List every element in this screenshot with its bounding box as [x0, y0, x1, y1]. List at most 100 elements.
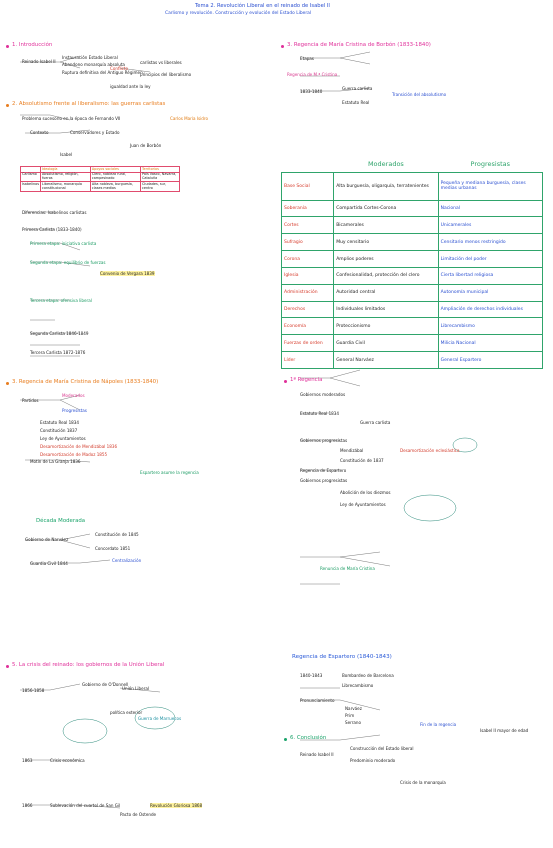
table-cell: Proteccionismo	[333, 317, 439, 336]
table-cell: Clero, nobleza rural, campesinado	[89, 171, 142, 183]
table-cell: País Vasco, Navarra, Cataluña	[140, 171, 180, 183]
table-cell: Fuerzas de orden	[280, 334, 335, 353]
table-cell: Isabelinos	[20, 181, 41, 192]
table-cell: Censitario menos restringido	[437, 233, 544, 252]
table-cell: Autoridad central	[333, 283, 439, 302]
table-cell: Pequeña y mediana burguesía, clases medi…	[437, 172, 544, 201]
table-cell: Bicamerales	[333, 216, 439, 235]
table-cell: Guardia Civil	[333, 334, 439, 353]
note-line: Guerra carlista	[342, 86, 373, 91]
note-line: Partidos	[22, 398, 39, 403]
section-title-moderate-decade: Década Moderada	[36, 518, 86, 524]
table-cell: Alta burguesía, oligarquía, terratenient…	[333, 172, 439, 201]
table-cell: Apoyos sociales	[89, 166, 142, 173]
note-line: Guerra de Marruecos	[138, 716, 182, 721]
table-header-cell: Moderados	[367, 160, 404, 169]
bullet-icon	[284, 738, 287, 741]
bullet-icon	[281, 45, 284, 48]
section-title-regency: 3. Regencia de María Cristina de Nápoles…	[12, 379, 159, 385]
section-title-espartero: Regencia de Espartero (1840-1843)	[292, 654, 392, 660]
note-line: Transición del absolutismo	[392, 92, 447, 97]
note-line: Carlos María Isidro	[170, 116, 208, 121]
note-line: Segunda etapa: equilibrio de fuerzas	[30, 260, 106, 265]
table-cell	[20, 166, 41, 173]
table-cell: Individuales limitados	[333, 300, 439, 319]
note-line: Fin de la regencia	[420, 722, 457, 727]
table-cell: Soberanía	[280, 199, 335, 218]
table-cell: Liberalismo, monarquía constitucional	[39, 181, 91, 192]
note-line: Abolición de los diezmos	[340, 490, 391, 495]
table-header-cell: Progresistas	[470, 160, 511, 169]
note-line: Constitución de 1837	[340, 458, 384, 463]
note-line: Contexto	[30, 130, 49, 135]
table-cell: Administración	[280, 283, 335, 302]
note-line: Constitución de 1845	[95, 532, 139, 537]
note-line: Etapas	[300, 56, 314, 61]
note-line: Gobiernos progresistas	[300, 478, 348, 483]
note-line: Conservadores y Estado	[70, 130, 120, 135]
note-line: Estatuto Real 1834	[40, 420, 79, 425]
table-cell: Iglesia	[280, 266, 335, 285]
note-line: 1856-1858	[22, 688, 45, 693]
note-line: Primera Carlista (1833-1840)	[22, 227, 82, 232]
table-cell: Compartida Cortes-Corona	[333, 199, 439, 218]
page-subtitle: Carlismo y revolución. Construcción y ev…	[165, 11, 312, 16]
note-line: Librecambismo	[342, 683, 374, 688]
note-line: Revolución Gloriosa 1868	[150, 803, 203, 808]
note-line: Espartero asume la regencia	[140, 470, 199, 475]
section-title-introduction: 1. Introducción	[12, 42, 53, 48]
bullet-icon	[6, 45, 9, 48]
table-cell: Economía	[280, 317, 335, 336]
bullet-icon	[6, 104, 9, 107]
note-line: Abandono monarquía absoluta	[62, 62, 125, 67]
note-line: Tercera Carlista 1872-1876	[30, 350, 86, 355]
note-line: Estatuto Real 1834	[300, 411, 339, 416]
note-line: 1863	[22, 758, 33, 763]
bullet-icon	[6, 382, 9, 385]
table-cell: Amplios poderes	[333, 250, 439, 268]
table-cell: General Espartero	[437, 351, 544, 369]
carlism-comparison-table: Ideología Apoyos sociales Territorios Carl…	[20, 166, 180, 192]
note-line: Pacto de Ostende	[120, 812, 157, 817]
note-line: 1866	[22, 803, 33, 808]
note-line: Ley de Ayuntamientos	[340, 502, 386, 507]
note-line: Centralización	[112, 558, 142, 563]
note-line: 1840-1843	[300, 673, 323, 678]
table-cell: Carlismo	[20, 171, 41, 183]
note-line: Moderados	[62, 393, 85, 398]
note-line: Crisis económica	[50, 758, 85, 763]
note-line: Segunda Carlista 1846-1849	[30, 331, 89, 336]
note-line: Gobierno de Narváez	[25, 537, 69, 542]
table-cell: Limitación del poder	[437, 250, 544, 268]
note-line: Reinado Isabel II	[300, 752, 334, 757]
note-line: Isabel II mayor de edad	[480, 728, 529, 733]
table-cell: Corona	[280, 250, 335, 268]
page-title: Tema 2. Revolución Liberal en el reinado…	[195, 3, 330, 9]
section-title-regency-right: 3. Regencia de María Cristina de Borbón …	[287, 42, 431, 48]
note-line: principios del liberalismo	[140, 72, 192, 77]
note-line: Problema sucesorio en la época de Fernan…	[22, 116, 121, 121]
table-cell: Unicamerales	[437, 216, 544, 235]
note-line: Conflicto	[110, 66, 129, 71]
note-line: Desamortización eclesiástica	[400, 448, 460, 453]
note-line: Crisis de la monarquía	[400, 780, 446, 785]
table-cell: Alta nobleza, burguesía, clases medias	[89, 181, 142, 192]
note-line: Constitución 1837	[40, 428, 78, 433]
note-line: igualdad ante la ley	[110, 84, 151, 89]
table-cell: Librecambismo	[437, 317, 544, 336]
table-cell: Ampliación de derechos individuales	[437, 300, 544, 319]
note-line: Gobierno de O'Donnell	[82, 682, 129, 687]
note-line: Concordato 1851	[95, 546, 131, 551]
section-title-carlist-wars: 2. Absolutismo frente al liberalismo: la…	[12, 101, 166, 107]
note-line: Motín de La Granja 1836	[30, 459, 81, 464]
note-line: Desamortización de Mendizábal 1836	[40, 444, 118, 449]
note-line: Prim	[345, 713, 355, 718]
table-header-cell	[282, 157, 334, 173]
note-line: 1833-1840	[300, 89, 323, 94]
note-line: Juan de Borbón	[130, 143, 162, 148]
note-line: Tercera etapa: ofensiva liberal	[30, 298, 92, 303]
note-line: Gobiernos moderados	[300, 392, 346, 397]
note-line: Sublevación del cuartel de San Gil	[50, 803, 121, 808]
table-cell: Cierta libertad religiosa	[437, 266, 544, 285]
